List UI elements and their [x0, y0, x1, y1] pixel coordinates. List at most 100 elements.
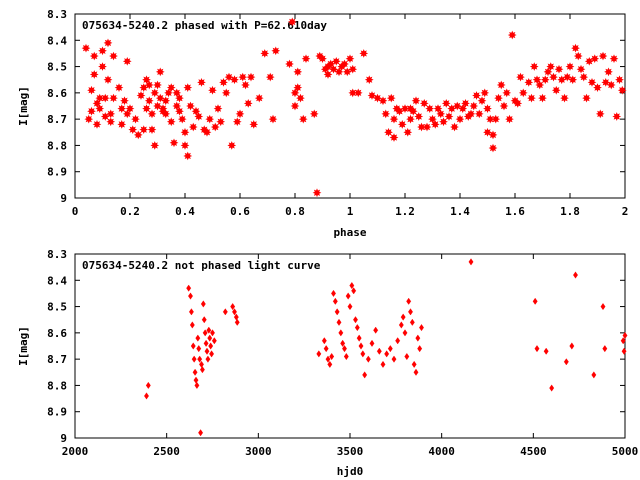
phased-data-point	[153, 101, 162, 111]
phased-data-point	[587, 77, 597, 87]
phased-data-point	[560, 93, 569, 103]
phased-data-point	[293, 83, 303, 92]
phased-x-tick-label: 0.8	[285, 205, 305, 218]
unphased-data-point	[196, 345, 202, 353]
phased-data-point	[290, 101, 300, 111]
unphased-data-point	[591, 371, 597, 379]
unphased-data-point	[419, 324, 424, 332]
phased-data-point	[562, 72, 572, 82]
phased-data-point	[595, 109, 605, 119]
phased-data-point	[142, 104, 151, 113]
unphased-data-point	[195, 334, 201, 342]
phased-data-point	[268, 114, 278, 124]
phased-data-point	[326, 59, 336, 69]
phased-data-point	[219, 77, 228, 87]
phased-data-point	[161, 96, 171, 106]
phased-data-point	[601, 77, 611, 87]
unphased-data-point	[316, 350, 322, 358]
unphased-y-tick-label: 8.6	[47, 327, 67, 340]
phased-data-point	[287, 17, 297, 27]
phased-data-point	[507, 30, 517, 40]
phased-data-point	[166, 117, 176, 127]
phased-x-tick-label: 1.2	[395, 205, 415, 218]
phased-data-point	[89, 51, 99, 61]
phased-data-point	[609, 54, 619, 64]
phased-data-point	[89, 70, 99, 79]
unphased-data-point	[208, 342, 214, 350]
phased-data-point	[593, 83, 602, 92]
phased-data-point	[397, 120, 407, 129]
unphased-data-point	[331, 289, 336, 297]
unphased-data-point	[323, 345, 329, 353]
unphased-data-point	[222, 308, 228, 316]
phased-data-point	[147, 109, 157, 119]
phased-data-point	[150, 88, 160, 98]
phased-data-point	[436, 109, 446, 119]
phased-data-point	[403, 127, 413, 137]
phased-data-point	[164, 88, 173, 98]
unphased-data-point	[365, 355, 371, 363]
phased-data-point	[353, 88, 363, 98]
phased-data-point	[491, 114, 501, 124]
unphased-data-point	[209, 350, 215, 358]
phased-data-point	[582, 93, 591, 103]
unphased-data-point	[353, 316, 358, 324]
unphased-y-axis-label: I[mag]	[17, 326, 30, 366]
phased-data-point	[150, 141, 160, 150]
phased-data-point	[348, 64, 358, 74]
phased-data-point	[260, 49, 270, 58]
phased-data-point	[243, 99, 253, 108]
phased-data-point	[461, 99, 470, 108]
phased-data-point	[474, 109, 484, 119]
phased-data-point	[342, 67, 352, 77]
phased-data-point	[469, 101, 479, 111]
phased-data-point	[169, 138, 179, 148]
phased-data-point	[543, 67, 553, 77]
phased-data-point	[87, 85, 96, 95]
phased-data-point	[197, 77, 206, 87]
phased-data-point	[496, 80, 506, 90]
phased-data-point	[516, 72, 525, 82]
phased-x-tick-label: 2	[622, 205, 629, 218]
phased-data-point	[114, 83, 124, 92]
phased-data-point	[513, 99, 523, 108]
unphased-data-point	[532, 297, 538, 305]
unphased-x-tick-label: 4500	[520, 445, 547, 458]
unphased-data-point	[622, 331, 628, 340]
phased-data-point	[109, 51, 118, 61]
unphased-y-tick-label: 8.5	[47, 301, 67, 314]
unphased-data-point	[201, 316, 207, 324]
phased-data-point	[87, 106, 96, 116]
phased-data-point	[441, 99, 451, 108]
phased-data-point	[323, 70, 333, 79]
unphased-data-point	[200, 300, 206, 308]
phased-data-point	[180, 141, 190, 150]
phased-data-point	[106, 109, 116, 119]
phased-data-point	[180, 127, 190, 137]
phased-data-point	[208, 85, 217, 95]
phased-data-point	[224, 72, 234, 82]
phased-data-point	[84, 114, 94, 124]
phased-data-point	[92, 120, 102, 129]
phased-data-point	[576, 64, 586, 74]
phased-y-tick-label: 8.6	[47, 87, 67, 100]
phased-data-point	[95, 93, 105, 103]
unphased-data-point	[199, 366, 205, 374]
phased-data-point	[447, 104, 457, 113]
unphased-data-point	[211, 337, 217, 345]
phased-data-point	[540, 75, 550, 85]
unphased-data-point	[534, 345, 540, 353]
unphased-data-point	[369, 339, 375, 347]
phased-data-point	[191, 106, 201, 116]
phased-data-point	[100, 112, 110, 121]
unphased-data-point	[325, 355, 331, 363]
phased-x-tick-label: 0.2	[120, 205, 140, 218]
phased-data-point	[367, 91, 377, 100]
unphased-data-point	[387, 345, 393, 353]
phased-data-point	[329, 64, 338, 74]
phased-data-point	[177, 114, 187, 124]
unphased-data-point	[198, 429, 204, 437]
phased-data-point	[175, 106, 184, 116]
unphased-data-point	[549, 384, 555, 392]
phased-data-point	[505, 114, 514, 124]
